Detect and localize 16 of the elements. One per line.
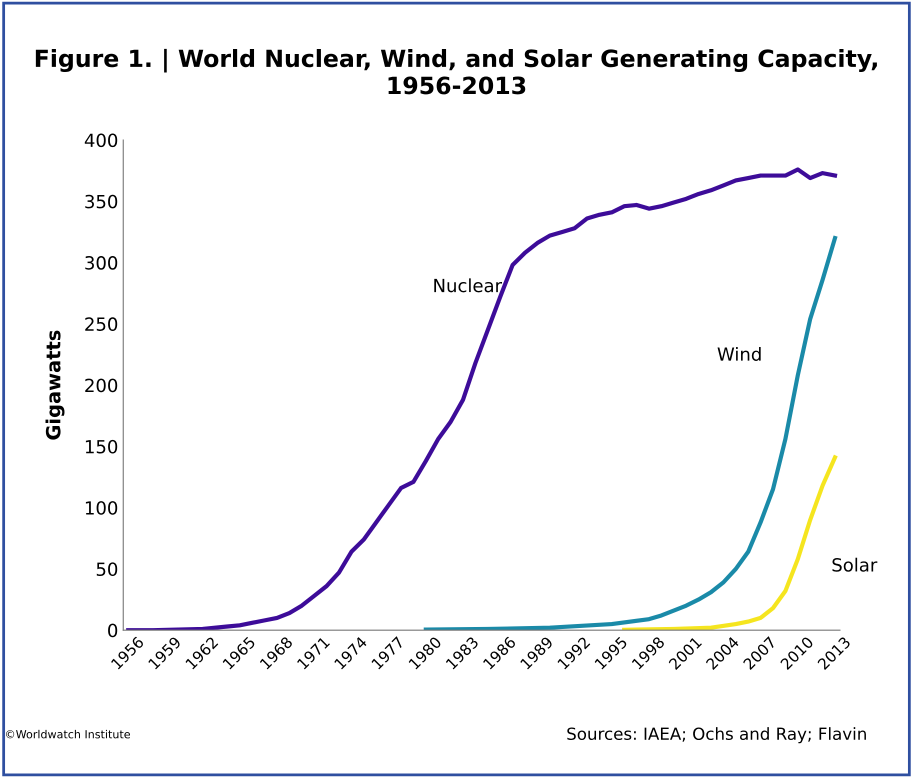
chart-title: Figure 1. | World Nuclear, Wind, and Solar Generating Capacity, 1956-2013: [36, 48, 877, 94]
y-tick-label: 300: [85, 256, 118, 270]
text: Wind: [718, 346, 761, 361]
series-label: Solar: [832, 558, 878, 572]
y-tick-label: 150: [86, 440, 118, 454]
y-tick-label: 400: [84, 134, 118, 148]
y-tick-label: 250: [85, 317, 118, 331]
text: ©Worldwatch Institute: [6, 730, 130, 738]
y-tick-label: 50: [96, 562, 118, 576]
y-tick-label: 0: [108, 624, 118, 638]
y-axis-title: Gigawatts: [46, 330, 64, 440]
source-note: Sources: IAEA; Ochs and Ray; Flavin: [567, 727, 866, 744]
series-label: Nuclear: [434, 278, 502, 292]
y-tick-label: 100: [86, 501, 118, 515]
y-tick-label: 350: [85, 194, 118, 208]
y-tick-label: 200: [85, 378, 118, 392]
